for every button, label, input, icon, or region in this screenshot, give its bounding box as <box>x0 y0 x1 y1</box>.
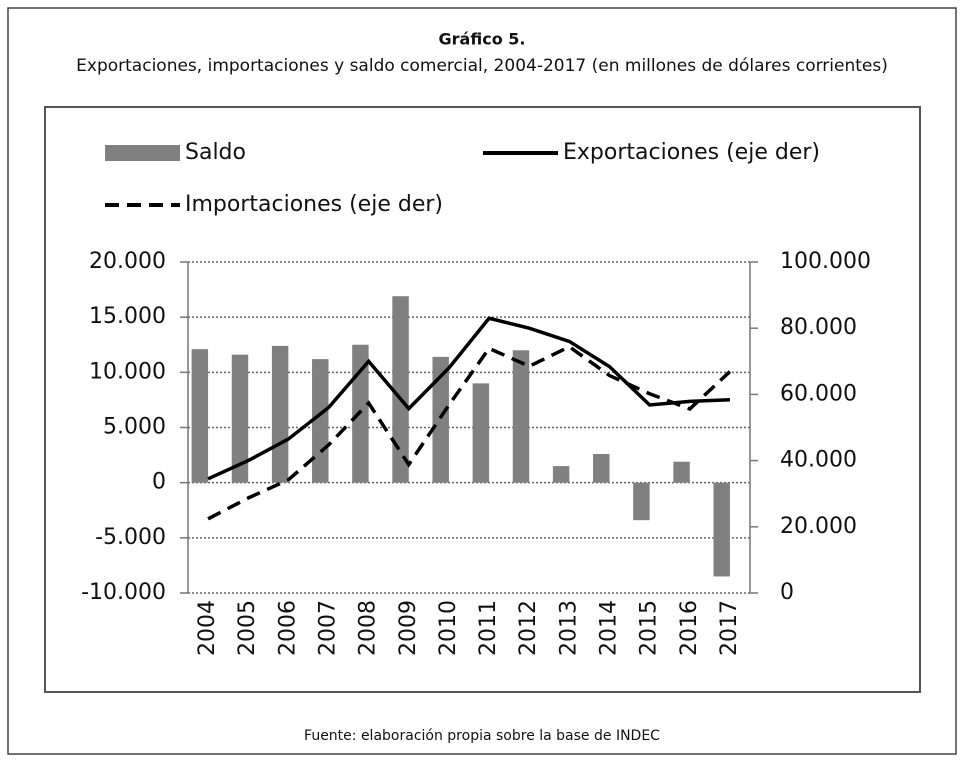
bar <box>633 482 650 521</box>
bar <box>472 383 490 483</box>
line <box>207 344 732 521</box>
y-tick-label: -10.000 <box>81 580 166 605</box>
x-tick-label: 2004 <box>195 600 220 656</box>
y2-tick-label: 100.000 <box>780 249 871 274</box>
x-tick-label: 2008 <box>356 600 381 656</box>
bar <box>231 354 249 483</box>
legend-label: Exportaciones (eje der) <box>563 140 820 165</box>
bar <box>191 349 209 483</box>
x-tick-label: 2011 <box>476 600 501 656</box>
x-tick-label: 2005 <box>235 600 260 656</box>
bar <box>392 296 409 483</box>
y2-tick-label: 80.000 <box>780 315 857 340</box>
x-tick-label: 2012 <box>516 600 541 656</box>
legend-label: Importaciones (eje der) <box>185 192 443 217</box>
x-tick-label: 2015 <box>637 600 662 656</box>
bar <box>593 453 610 483</box>
bar <box>312 359 329 483</box>
bar <box>552 466 570 483</box>
y2-tick-label: 40.000 <box>780 448 857 473</box>
bar <box>673 461 690 483</box>
y2-tick-label: 60.000 <box>780 381 857 406</box>
y2-tick-label: 20.000 <box>780 514 857 539</box>
x-tick-label: 2006 <box>275 600 300 656</box>
chart-frame <box>44 106 921 693</box>
bar <box>432 356 449 483</box>
y-tick-label: 20.000 <box>89 249 166 274</box>
bar <box>271 345 289 483</box>
x-tick-label: 2013 <box>556 600 581 656</box>
x-tick-label: 2017 <box>717 600 742 656</box>
line <box>207 316 731 481</box>
y-tick-label: 10.000 <box>89 359 166 384</box>
bar <box>512 350 530 483</box>
chart-subtitle: Exportaciones, importaciones y saldo com… <box>76 56 888 76</box>
y-tick-label: 15.000 <box>89 304 166 329</box>
chart-title: Gráfico 5. <box>439 30 526 49</box>
x-tick-label: 2014 <box>597 600 622 656</box>
bar <box>713 482 730 577</box>
x-tick-label: 2010 <box>436 600 461 656</box>
source: Fuente: elaboración propia sobre la base… <box>304 728 660 744</box>
legend-swatch <box>105 145 180 161</box>
x-tick-label: 2007 <box>316 600 341 656</box>
y-tick-label: 5.000 <box>103 415 166 440</box>
y2-tick-label: 0 <box>780 580 794 605</box>
y-tick-label: 0 <box>152 470 166 495</box>
y-tick-label: -5.000 <box>95 525 166 550</box>
x-tick-label: 2016 <box>677 600 702 656</box>
x-tick-label: 2009 <box>396 600 421 656</box>
outer-frame <box>7 7 957 755</box>
legend-label: Saldo <box>185 140 246 165</box>
